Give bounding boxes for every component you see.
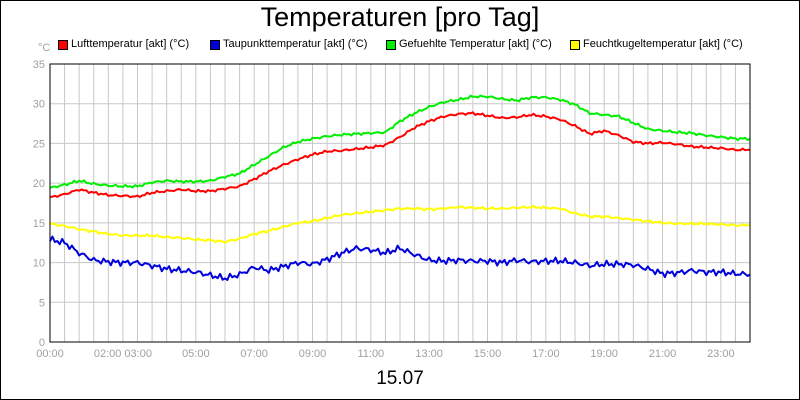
y-tick-label: 0 [39, 337, 45, 349]
legend-label: Lufttemperatur [akt] (°C) [71, 38, 190, 50]
y-axis-unit: °C [38, 42, 50, 54]
y-tick-label: 35 [33, 59, 45, 71]
x-tick-label: 11:00 [357, 348, 384, 360]
legend-label: Gefuehlte Temperatur [akt] (°C) [399, 38, 552, 50]
x-tick-label: 02:00 03:00 [94, 348, 152, 360]
x-tick-label: 21:00 [649, 348, 677, 360]
legend-swatch [58, 40, 68, 50]
x-tick-label: 19:00 [590, 348, 618, 360]
x-tick-label: 00:00 [36, 348, 64, 360]
y-tick-label: 15 [33, 218, 45, 230]
plot-border [49, 63, 751, 343]
y-tick-label: 30 [33, 99, 45, 111]
series-line [49, 94, 751, 189]
x-tick-label: 23:00 [707, 348, 735, 360]
chart-title: Temperaturen [pro Tag] [260, 2, 540, 32]
legend-swatch [570, 40, 580, 50]
x-tick-label: 09:00 [299, 348, 327, 360]
x-tick-label: 05:00 [182, 348, 210, 360]
series-line [49, 111, 750, 199]
y-tick-label: 5 [39, 297, 45, 309]
date-label: 15.07 [376, 368, 424, 389]
legend-label: Taupunkttemperatur [akt] (°C) [223, 38, 368, 50]
legend-swatch [386, 40, 396, 50]
y-tick-label: 20 [33, 178, 45, 190]
x-tick-label: 15:00 [474, 348, 502, 360]
x-tick-label: 07:00 [240, 348, 268, 360]
legend-swatch [210, 40, 220, 50]
x-tick-label: 17:00 [532, 348, 560, 360]
y-tick-label: 10 [33, 258, 45, 270]
series-line [49, 235, 751, 281]
series-line [49, 204, 751, 244]
y-tick-label: 25 [33, 138, 45, 150]
x-tick-label: 13:00 [415, 348, 443, 360]
legend-label: Feuchtkugeltemperatur [akt] (°C) [583, 38, 743, 50]
